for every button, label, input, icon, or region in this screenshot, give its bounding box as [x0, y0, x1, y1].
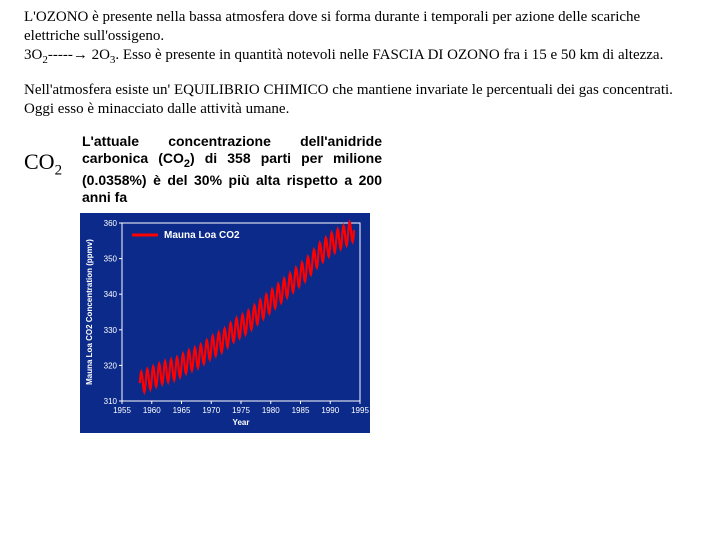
formula-3o: 3O: [24, 47, 42, 63]
svg-text:330: 330: [104, 326, 118, 335]
formula-arrow: -----→ 2O: [48, 47, 110, 63]
paragraph-equilibrium: Nell'atmosfera esiste un' EQUILIBRIO CHI…: [24, 81, 696, 119]
co2-label: CO2: [24, 133, 74, 179]
co2-label-sub: 2: [55, 162, 63, 178]
co2-chart: 310 320 330 340 350 360 1955 1960 1965 1970 1975 19…: [80, 213, 696, 438]
svg-text:360: 360: [104, 219, 118, 228]
svg-text:320: 320: [104, 361, 118, 370]
svg-text:1995: 1995: [351, 406, 369, 415]
svg-text:Year: Year: [233, 418, 250, 427]
co2-description: L'attuale concentrazione dell'anidride c…: [82, 133, 382, 207]
chart-svg: 310 320 330 340 350 360 1955 1960 1965 1970 1975 19…: [80, 213, 370, 433]
svg-text:1955: 1955: [113, 406, 131, 415]
svg-text:Mauna Loa CO2: Mauna Loa CO2: [164, 230, 240, 241]
svg-text:1970: 1970: [202, 406, 220, 415]
svg-text:1985: 1985: [292, 406, 310, 415]
svg-text:Mauna Loa CO2 Concentration (p: Mauna Loa CO2 Concentration (ppmv): [85, 239, 94, 385]
svg-text:1990: 1990: [321, 406, 339, 415]
svg-text:1975: 1975: [232, 406, 250, 415]
co2-section: CO2 L'attuale concentrazione dell'anidri…: [24, 133, 696, 207]
equilibrium-text: Nell'atmosfera esiste un' EQUILIBRIO CHI…: [24, 82, 673, 117]
svg-text:1960: 1960: [143, 406, 161, 415]
ozone-text-b: . Esso è presente in quantità notevoli n…: [115, 47, 663, 63]
svg-text:310: 310: [104, 397, 118, 406]
svg-text:1980: 1980: [262, 406, 280, 415]
svg-text:350: 350: [104, 254, 118, 263]
svg-text:1965: 1965: [173, 406, 191, 415]
paragraph-ozone: L'OZONO è presente nella bassa atmosfera…: [24, 8, 696, 67]
svg-text:340: 340: [104, 290, 118, 299]
ozone-text-a: L'OZONO è presente nella bassa atmosfera…: [24, 9, 640, 44]
co2-label-co: CO: [24, 149, 55, 174]
